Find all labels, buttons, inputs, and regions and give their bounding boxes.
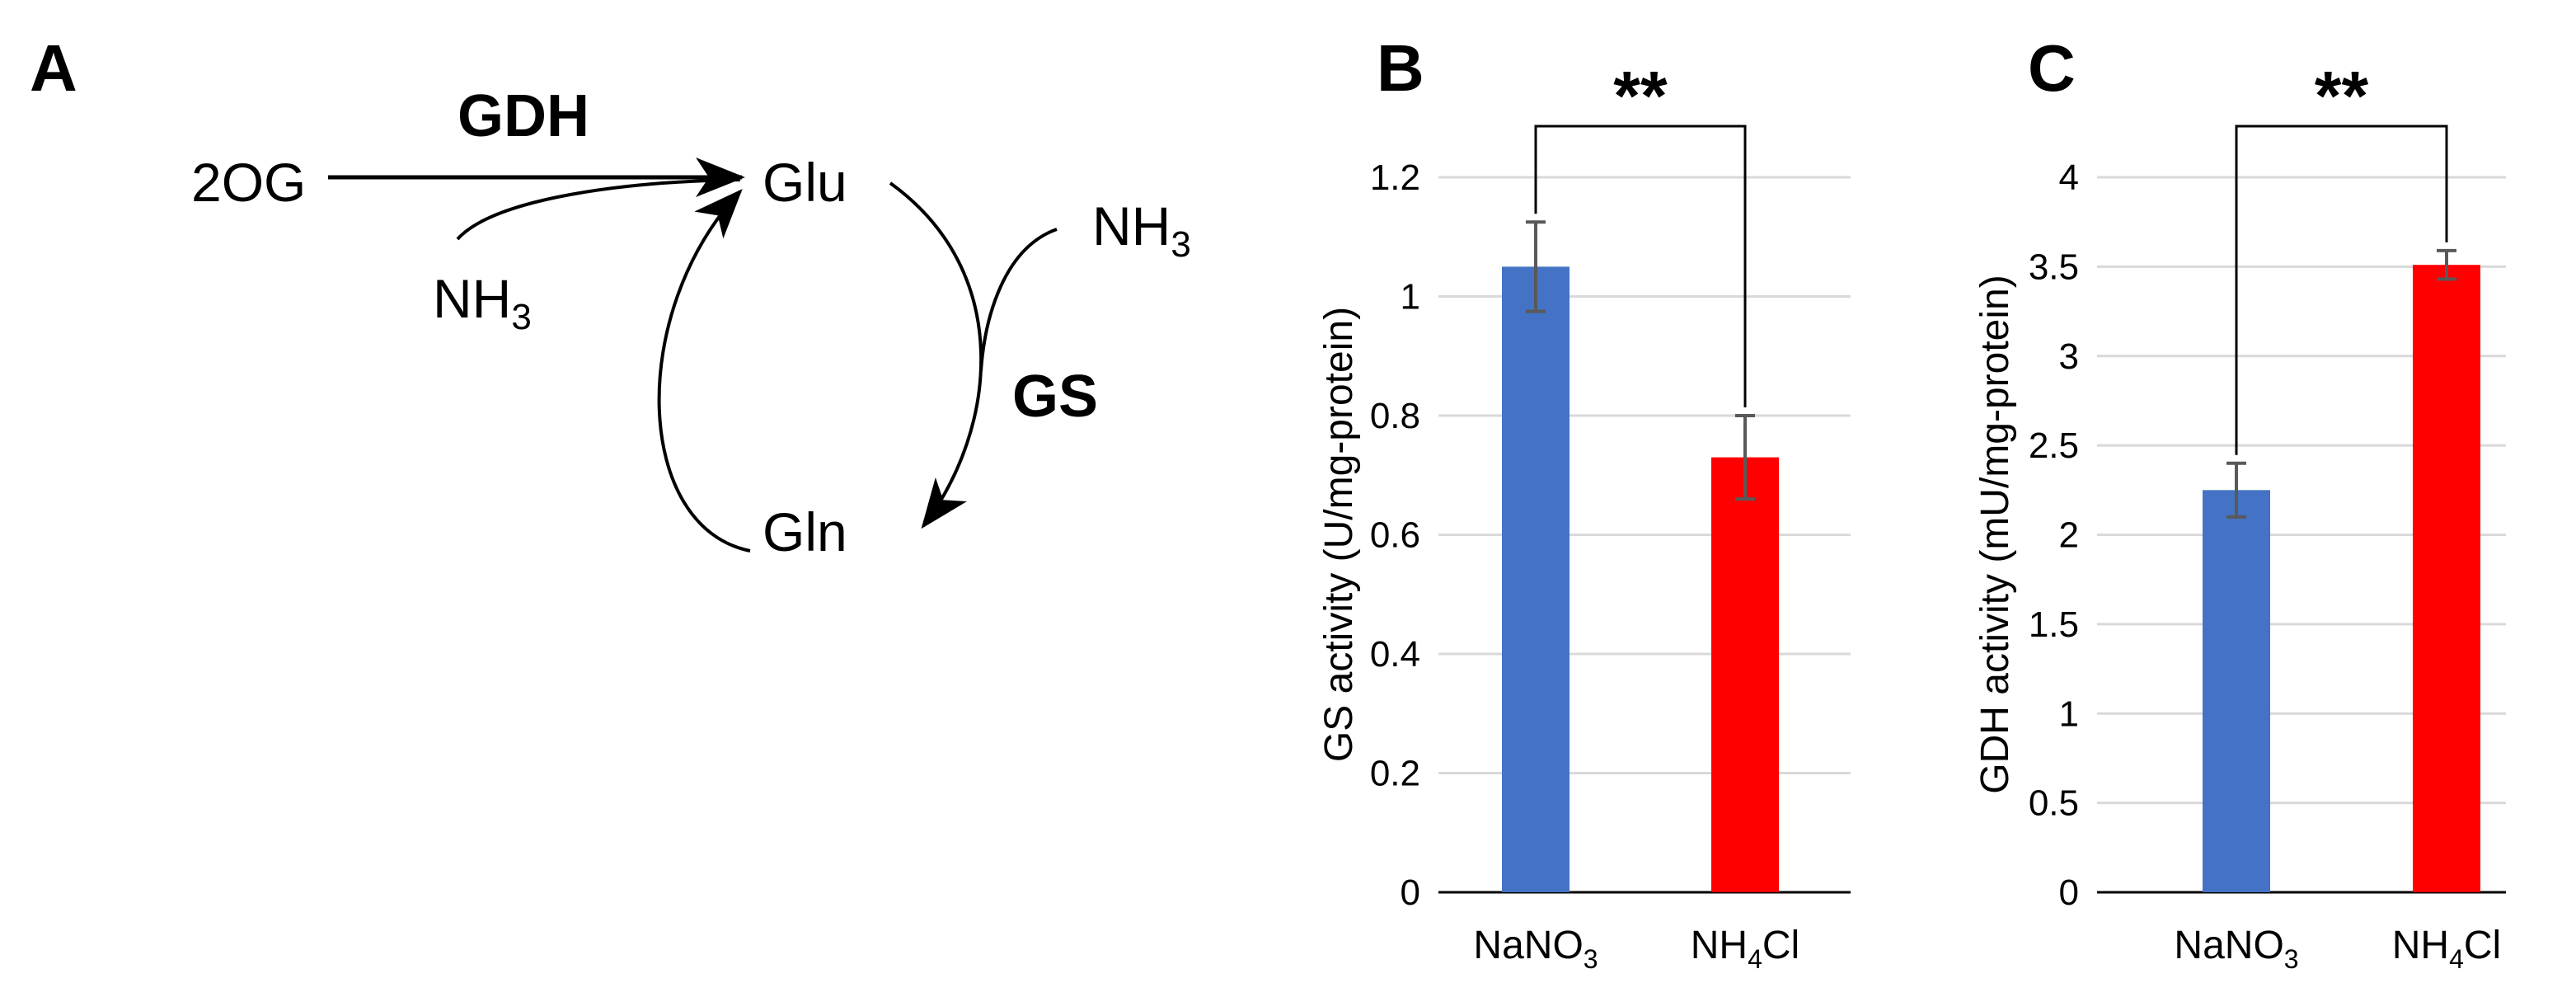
category-subscript: 4 [1748, 944, 1762, 974]
y-tick-label: 3.5 [2029, 247, 2079, 287]
y-tick-label: 3 [2059, 336, 2079, 377]
y-tick-label: 2.5 [2029, 426, 2079, 466]
chart-c: C 0 0.5 1 1.5 2 2.5 3 3.5 4 GDH activity (mU/mg-… [1973, 31, 2506, 974]
y-tick-label: 0.4 [1370, 634, 1420, 675]
nh3-label-left: NH3 [433, 268, 532, 337]
chart-c-significance: ** [2315, 57, 2369, 134]
category-subscript: 4 [2449, 944, 2464, 974]
bar-nh4cl [2413, 265, 2480, 892]
category-base: NaNO [2174, 924, 2283, 967]
y-tick-label: 0.6 [1370, 515, 1420, 556]
y-tick-label: 4 [2059, 158, 2079, 198]
chart-b-ticks: 0 0.2 0.4 0.6 0.8 1 1.2 [1370, 158, 1420, 913]
category-tail: Cl [2464, 924, 2501, 967]
chart-b-grid [1438, 176, 1851, 894]
arrow-nh3-to-glu [456, 178, 741, 241]
x-category-label: NH4Cl [2392, 924, 2501, 974]
bar-nano3 [2203, 490, 2270, 892]
node-2og: 2OG [191, 152, 306, 213]
y-tick-label: 0 [1401, 872, 1420, 913]
chart-c-ylabel: GDH activity (mU/mg-protein) [1973, 275, 2017, 793]
y-tick-label: 1 [2059, 694, 2079, 734]
category-base: NH [2392, 924, 2449, 967]
enzyme-gdh-label: GDH [457, 83, 589, 149]
category-tail: Cl [1762, 924, 1799, 967]
arrow-glu-to-gln [889, 181, 983, 529]
significance-bracket-line [1534, 125, 1747, 407]
arrow-nh3-to-gs [979, 228, 1058, 372]
nh3-label-right: NH3 [1092, 195, 1191, 265]
nh3-left-sub: 3 [511, 297, 531, 337]
category-base: NaNO [1473, 924, 1583, 967]
chart-b-significance-bracket [1534, 125, 1747, 407]
y-tick-label: 1.5 [2029, 604, 2079, 645]
chart-c-error-bars [2226, 248, 2456, 519]
category-subscript: 3 [2284, 944, 2299, 974]
nh3-right-base: NH [1092, 195, 1171, 256]
category-base: NH [1691, 924, 1748, 967]
node-glu: Glu [762, 152, 847, 213]
chart-b-categories: NaNO3 NH4Cl [1473, 924, 1799, 974]
nh3-left-base: NH [433, 268, 511, 329]
y-tick-label: 0.5 [2029, 783, 2079, 824]
y-tick-label: 2 [2059, 515, 2079, 556]
y-tick-label: 0 [2059, 872, 2079, 913]
chart-c-categories: NaNO3 NH4Cl [2174, 924, 2501, 974]
chart-c-bars [2203, 265, 2480, 892]
bar-nh4cl [1711, 457, 1779, 892]
x-category-label: NH4Cl [1691, 924, 1799, 974]
chart-b: B 0 0.2 0.4 0.6 0.8 1 1.2 GS activity (U/mg-pr… [1317, 31, 1851, 974]
y-tick-label: 1 [1401, 277, 1420, 317]
y-tick-label: 0.2 [1370, 754, 1420, 794]
chart-c-ticks: 0 0.5 1 1.5 2 2.5 3 3.5 4 [2029, 158, 2079, 913]
bar-nano3 [1502, 266, 1570, 892]
chart-c-significance-bracket [2235, 125, 2448, 455]
panel-a-letter: A [30, 31, 77, 105]
significance-bracket-line [2235, 125, 2448, 455]
y-tick-label: 1.2 [1370, 158, 1420, 198]
category-subscript: 3 [1584, 944, 1598, 974]
arrow-gln-to-glu [657, 189, 751, 553]
chart-b-significance: ** [1613, 57, 1668, 134]
chart-b-error-bars [1526, 220, 1755, 501]
x-category-label: NaNO3 [2174, 924, 2298, 974]
chart-b-bars [1502, 266, 1779, 892]
chart-b-ylabel: GS activity (U/mg-protein) [1317, 307, 1361, 762]
panel-c-letter: C [2028, 31, 2076, 105]
y-tick-label: 0.8 [1370, 396, 1420, 436]
panel-a-diagram: A 2OG GDH Glu Gln GS NH3 NH3 [30, 31, 1191, 562]
nh3-right-sub: 3 [1171, 224, 1190, 265]
enzyme-gs-label: GS [1012, 364, 1098, 430]
panel-b-letter: B [1377, 31, 1424, 105]
node-gln: Gln [762, 501, 847, 562]
x-category-label: NaNO3 [1473, 924, 1598, 974]
